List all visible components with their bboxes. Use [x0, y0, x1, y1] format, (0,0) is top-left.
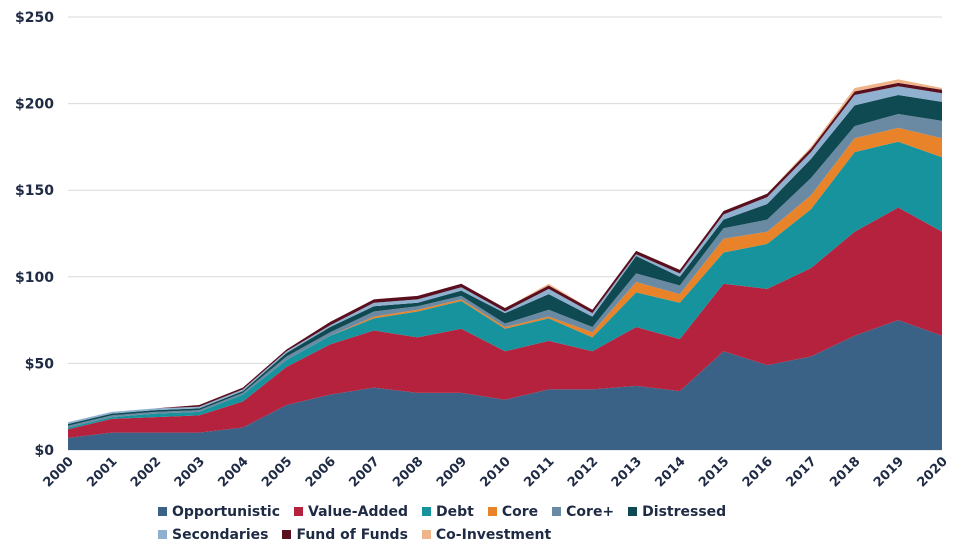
area-opportunistic [68, 320, 942, 450]
x-tick-label: 2014 [652, 454, 688, 490]
x-tick-label: 2007 [347, 454, 383, 490]
legend-swatch [628, 507, 638, 516]
y-tick-label: $50 [25, 356, 54, 372]
legend-swatch [552, 507, 562, 516]
x-tick-label: 2011 [521, 454, 557, 490]
legend-label: Distressed [642, 503, 727, 520]
legend-label: Debt [436, 503, 474, 520]
y-tick-label: $250 [15, 10, 54, 26]
legend-label: Core+ [566, 503, 615, 520]
x-tick-label: 2019 [871, 454, 907, 490]
y-tick-label: $200 [15, 97, 54, 113]
x-tick-label: 2016 [740, 454, 776, 490]
legend-label: Opportunistic [172, 503, 281, 520]
legend-item: Distressed [628, 502, 726, 521]
legend-swatch [282, 530, 292, 539]
legend-swatch [294, 507, 304, 516]
legend-swatch [421, 530, 431, 539]
chart-legend: Opportunistic Value-Added Debt Core Core+ Dis… [158, 502, 798, 544]
legend-item: Opportunistic [158, 502, 280, 521]
legend-item: Core [487, 502, 539, 521]
legend-item: Core+ [552, 502, 614, 521]
x-tick-label: 2002 [128, 454, 164, 490]
area-value-added [68, 207, 942, 438]
x-tick-label: 2015 [696, 454, 732, 490]
legend-label: Secondaries [172, 526, 269, 543]
legend-label: Core [501, 503, 539, 520]
legend-item: Fund of Funds [282, 525, 408, 544]
x-tick-label: 2006 [303, 454, 339, 490]
legend-swatch [422, 507, 431, 516]
x-tick-label: 2001 [84, 454, 120, 490]
x-tick-label: 2003 [172, 454, 208, 490]
legend-swatch [158, 507, 167, 516]
x-axis-tick-labels: 2000 2001 2002 2003 2004 2005 2006 2007 2008 2009… [41, 454, 951, 490]
legend-swatch [158, 530, 167, 539]
y-tick-label: $100 [15, 270, 54, 286]
area-series [68, 79, 942, 450]
x-tick-label: 2018 [827, 454, 863, 490]
y-tick-label: $0 [35, 443, 55, 459]
x-tick-label: 2012 [565, 454, 601, 490]
y-axis-tick-labels: $0 $50 $100 $150 $200 $250 [15, 10, 54, 459]
legend-label: Co-Investment [435, 526, 552, 543]
x-tick-label: 2008 [390, 454, 426, 490]
x-tick-label: 2020 [915, 454, 951, 490]
area-debt [68, 141, 942, 430]
stacked-area-chart: $0$50$100$150$200$250 2000 2001 2002 2003 20… [15, 10, 951, 490]
legend-label: Fund of Funds [296, 526, 408, 543]
legend-label: Value-Added [308, 503, 408, 520]
x-tick-label: 2005 [259, 454, 295, 490]
x-tick-label: 2017 [784, 454, 820, 490]
y-tick-label: $150 [15, 183, 54, 199]
legend-item: Debt [422, 502, 474, 521]
x-tick-label: 2013 [609, 454, 645, 490]
legend-item: Secondaries [158, 525, 268, 544]
legend-item: Value-Added [294, 502, 408, 521]
x-tick-label: 2010 [478, 454, 514, 490]
x-tick-label: 2000 [41, 454, 77, 490]
x-tick-label: 2004 [215, 454, 251, 490]
legend-swatch [487, 507, 497, 516]
x-tick-label: 2009 [434, 454, 470, 490]
legend-item: Co-Investment [421, 525, 552, 544]
